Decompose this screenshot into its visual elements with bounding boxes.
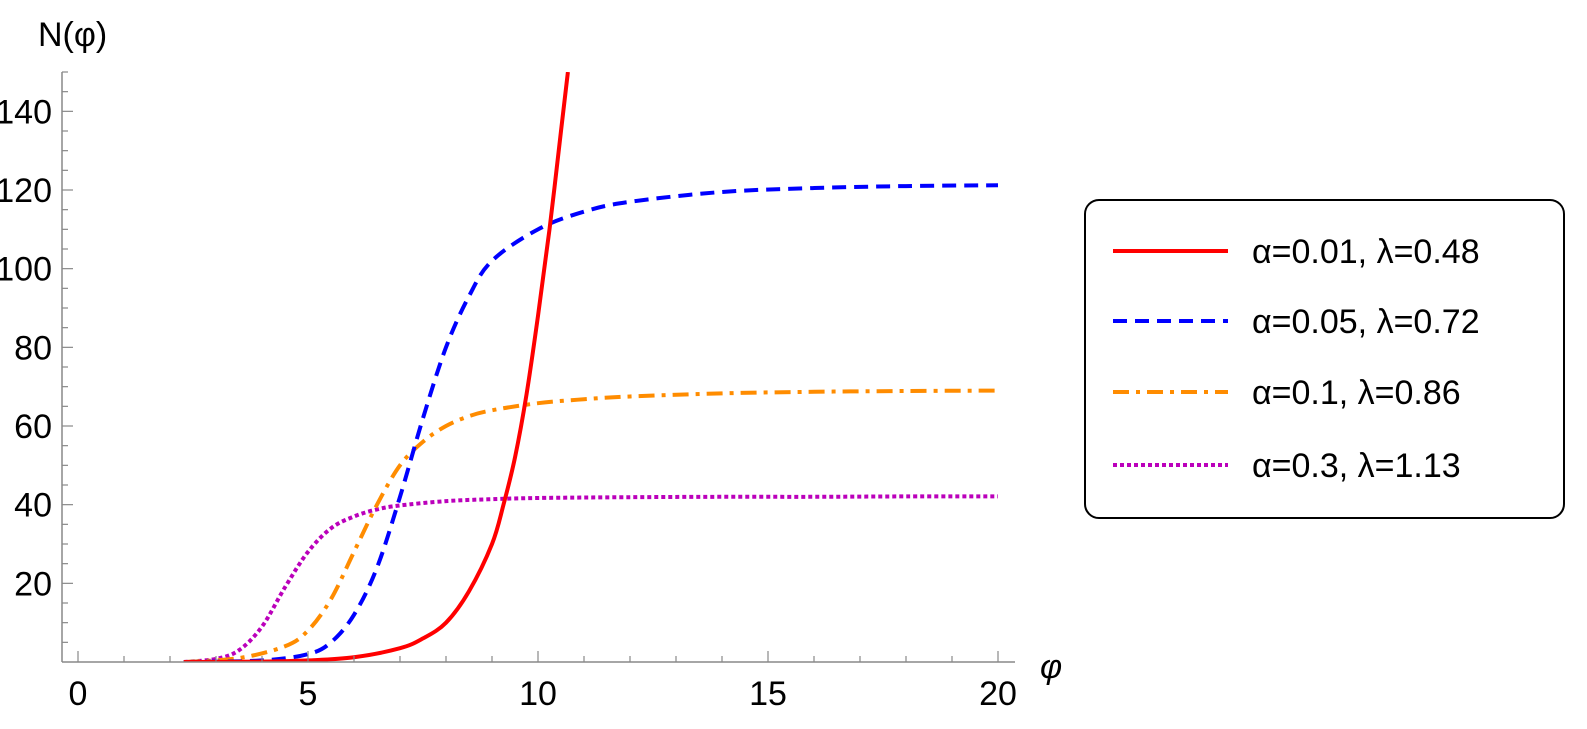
series-line-2 bbox=[183, 183, 999, 662]
y-axis-title: N(φ) bbox=[38, 16, 107, 54]
y-axis: 20 40 60 80 100 120 140 bbox=[0, 71, 73, 662]
x-axis-title: φ bbox=[1040, 648, 1062, 686]
y-tick-label: 100 bbox=[0, 251, 52, 289]
legend-box bbox=[1084, 199, 1565, 519]
y-tick-label: 120 bbox=[0, 172, 52, 210]
x-tick-label: 0 bbox=[69, 675, 88, 713]
x-tick-label: 5 bbox=[299, 675, 318, 713]
x-axis: 0 5 10 15 20 bbox=[62, 651, 1017, 713]
series-line-4 bbox=[183, 494, 999, 662]
x-tick-label: 15 bbox=[749, 675, 787, 713]
legend: α=0.01, λ=0.48 α=0.05, λ=0.72 α=0.1, λ=0.8… bbox=[1084, 199, 1565, 519]
series-line-1 bbox=[183, 72, 570, 662]
legend-label-1: α=0.01, λ=0.48 bbox=[1252, 233, 1480, 271]
legend-label-2: α=0.05, λ=0.72 bbox=[1252, 303, 1480, 341]
y-tick-label: 40 bbox=[14, 487, 52, 525]
legend-label-4: α=0.3, λ=1.13 bbox=[1252, 447, 1461, 485]
legend-label-3: α=0.1, λ=0.86 bbox=[1252, 374, 1461, 412]
series-line-3 bbox=[183, 388, 999, 662]
y-tick-label: 60 bbox=[14, 408, 52, 446]
y-tick-label: 140 bbox=[0, 93, 52, 131]
y-tick-label: 80 bbox=[14, 329, 52, 367]
x-tick-label: 20 bbox=[979, 675, 1017, 713]
y-tick-label: 20 bbox=[14, 565, 52, 603]
x-tick-label: 10 bbox=[519, 675, 557, 713]
plot-area bbox=[183, 72, 999, 662]
